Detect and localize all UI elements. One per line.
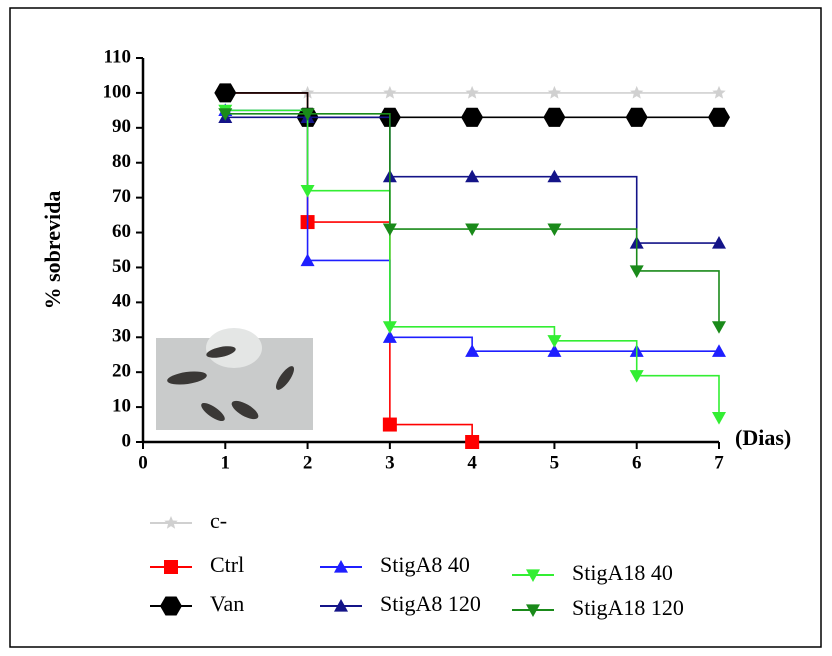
marker [465,435,480,449]
survival-step [636,270,720,327]
y-tick-label: 0 [122,430,132,451]
marker [461,107,484,127]
y-tick-label: 40 [112,291,131,312]
marker [712,411,726,425]
inset-photo [156,328,313,430]
marker [465,85,479,99]
larva [201,402,225,422]
x-tick-label: 2 [303,452,313,473]
y-tick-label: 90 [112,116,131,137]
marker [382,223,397,237]
legend-marker [526,604,540,617]
x-tick-label: 0 [138,452,148,473]
legend-marker [334,599,348,612]
marker [629,370,644,383]
marker [543,107,566,127]
marker [300,253,315,267]
x-tick-label: 3 [385,452,395,473]
marker [382,417,397,432]
marker [383,85,397,99]
marker [712,85,726,99]
marker [712,344,726,357]
y-tick-label: 100 [103,81,132,102]
marker [712,236,726,249]
y-tick-label: 10 [112,395,131,416]
y-tick-label: 30 [112,326,131,347]
marker [214,83,237,103]
marker [625,107,648,127]
legend-marker [334,560,348,573]
marker [218,108,233,121]
legend-label: StigA18 40 [572,560,673,585]
marker [465,169,480,183]
legend-marker [526,569,540,582]
marker [382,321,397,334]
x-axis-label: (Dias) [735,425,791,450]
legend-label: StigA8 120 [380,591,481,616]
marker [465,223,480,237]
survival-step [636,374,720,418]
legend-label: Ctrl [210,552,244,577]
x-tick-label: 5 [550,452,560,473]
marker [547,169,562,183]
x-tick-label: 1 [221,452,231,473]
legend-marker [164,560,178,574]
legend-label: c- [210,508,227,533]
y-tick-label: 60 [112,221,131,242]
marker [629,265,644,278]
x-tick-label: 6 [632,452,642,473]
larva [275,366,295,390]
y-tick-label: 80 [112,151,131,172]
legend-label: Van [210,591,244,616]
marker [300,108,315,121]
series [218,108,726,334]
survival-step [554,228,638,271]
legend-marker [164,516,178,529]
marker [712,321,726,334]
y-tick-label: 70 [112,186,131,207]
marker [547,335,562,348]
marker [630,85,644,99]
survival-step [554,175,638,244]
marker [547,85,562,99]
larva [167,371,207,385]
y-tick-label: 20 [112,361,131,382]
marker [465,344,480,357]
legend-label: StigA8 40 [380,552,470,577]
marker [547,344,562,357]
x-tick-label: 7 [714,452,724,473]
survival-step [554,339,638,376]
larva [206,346,236,358]
x-tick-label: 4 [467,452,477,473]
legend-label: StigA18 120 [572,595,684,620]
marker [547,223,562,237]
survival-step [307,113,391,230]
y-axis-label: % sobrevida [40,191,65,310]
marker [382,330,397,343]
marker [708,107,730,127]
y-tick-label: 50 [112,256,131,277]
marker [300,185,315,198]
legend-marker [160,596,182,616]
y-tick-label: 110 [104,46,131,67]
larva [231,400,259,420]
